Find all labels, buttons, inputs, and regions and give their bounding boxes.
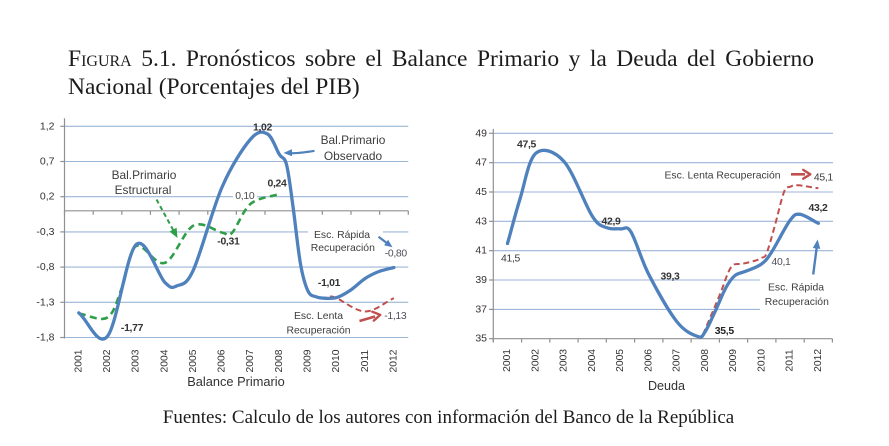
svg-text:-0,3: -0,3 xyxy=(36,226,54,238)
svg-text:2012: 2012 xyxy=(388,349,399,372)
svg-text:2004: 2004 xyxy=(159,349,170,372)
svg-text:47: 47 xyxy=(475,157,487,169)
svg-text:2012: 2012 xyxy=(813,349,824,372)
svg-text:Recuperación: Recuperación xyxy=(765,297,829,308)
svg-text:Balance Primario: Balance Primario xyxy=(187,374,284,389)
svg-text:2001: 2001 xyxy=(73,349,84,372)
svg-text:43: 43 xyxy=(475,215,487,227)
svg-text:2004: 2004 xyxy=(587,349,598,372)
svg-text:Recuperación: Recuperación xyxy=(286,326,350,337)
svg-text:-0,8: -0,8 xyxy=(36,261,54,273)
svg-text:2003: 2003 xyxy=(131,349,142,372)
svg-text:-1,8: -1,8 xyxy=(36,332,54,344)
svg-text:2009: 2009 xyxy=(303,349,314,372)
svg-text:2010: 2010 xyxy=(756,349,767,372)
svg-text:-0,31: -0,31 xyxy=(217,236,240,247)
svg-text:35,5: 35,5 xyxy=(715,326,735,337)
svg-text:37: 37 xyxy=(475,303,487,315)
svg-text:Deuda: Deuda xyxy=(648,379,685,393)
svg-text:0,7: 0,7 xyxy=(40,156,55,168)
svg-text:2007: 2007 xyxy=(245,349,256,372)
svg-text:2003: 2003 xyxy=(559,349,570,372)
svg-text:Esc. Lenta Recuperación: Esc. Lenta Recuperación xyxy=(664,171,780,182)
svg-text:-1,13: -1,13 xyxy=(384,311,407,322)
svg-text:40,1: 40,1 xyxy=(771,257,791,268)
svg-text:2005: 2005 xyxy=(188,349,199,372)
svg-text:Esc. Lenta: Esc. Lenta xyxy=(294,311,343,322)
svg-text:2011: 2011 xyxy=(785,349,796,371)
svg-text:Observado: Observado xyxy=(324,149,383,163)
svg-text:2009: 2009 xyxy=(728,349,739,372)
svg-text:0,2: 0,2 xyxy=(40,191,55,203)
svg-text:1,2: 1,2 xyxy=(40,120,55,132)
svg-text:49: 49 xyxy=(475,127,487,139)
svg-text:-1,01: -1,01 xyxy=(318,278,341,289)
svg-text:42,9: 42,9 xyxy=(601,216,621,227)
svg-text:Bal.Primario: Bal.Primario xyxy=(112,168,177,182)
svg-text:Estructural: Estructural xyxy=(115,183,172,197)
svg-text:2007: 2007 xyxy=(672,349,683,372)
svg-text:2006: 2006 xyxy=(643,349,654,372)
svg-text:Esc. Rápida: Esc. Rápida xyxy=(768,283,824,294)
svg-text:0,24: 0,24 xyxy=(267,179,287,190)
svg-text:2002: 2002 xyxy=(102,349,113,372)
svg-text:41: 41 xyxy=(475,245,487,257)
svg-text:2006: 2006 xyxy=(217,349,228,372)
svg-text:2011: 2011 xyxy=(360,350,371,372)
svg-text:2002: 2002 xyxy=(530,349,541,372)
svg-text:2005: 2005 xyxy=(615,349,626,372)
svg-text:45: 45 xyxy=(475,186,487,198)
svg-text:-1,77: -1,77 xyxy=(121,323,144,334)
svg-text:2008: 2008 xyxy=(700,349,711,372)
svg-text:35: 35 xyxy=(475,333,487,345)
svg-text:2001: 2001 xyxy=(502,349,513,372)
svg-text:1,02: 1,02 xyxy=(253,123,273,134)
svg-text:2008: 2008 xyxy=(274,349,285,372)
svg-text:43,2: 43,2 xyxy=(808,203,828,214)
svg-text:39,3: 39,3 xyxy=(660,272,680,283)
svg-text:0,10: 0,10 xyxy=(235,191,255,202)
svg-text:45,1: 45,1 xyxy=(814,172,834,183)
svg-text:Bal.Primario: Bal.Primario xyxy=(321,133,386,147)
svg-text:-1,3: -1,3 xyxy=(36,296,54,308)
svg-text:Esc. Rápida: Esc. Rápida xyxy=(314,230,370,241)
svg-text:47,5: 47,5 xyxy=(517,139,537,150)
svg-text:2010: 2010 xyxy=(331,349,342,372)
svg-text:39: 39 xyxy=(475,274,487,286)
svg-text:Recuperación: Recuperación xyxy=(311,243,375,254)
svg-text:41,5: 41,5 xyxy=(501,254,521,265)
svg-text:-0,80: -0,80 xyxy=(385,249,408,260)
